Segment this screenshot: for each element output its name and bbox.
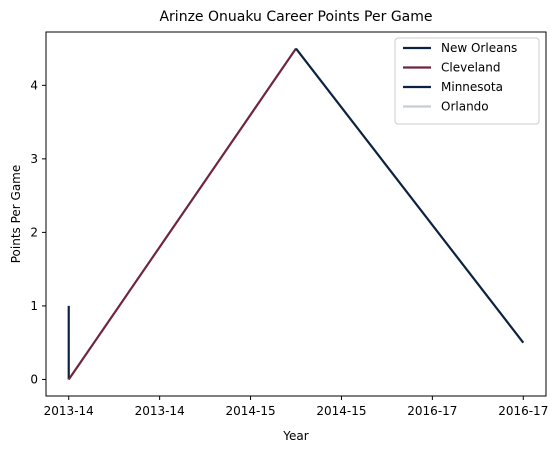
x-tick-label: 2013-14	[44, 404, 94, 418]
x-axis-label: Year	[282, 429, 308, 443]
y-tick-label: 4	[30, 78, 38, 92]
y-tick-label: 3	[30, 152, 38, 166]
y-tick-label: 0	[30, 372, 38, 386]
x-tick-label: 2016-17	[407, 404, 457, 418]
y-tick-label: 2	[30, 225, 38, 239]
series-line-1	[67, 47, 297, 381]
x-tick-label: 2013-14	[135, 404, 185, 418]
legend-label: Minnesota	[441, 80, 503, 94]
axes-frame	[45, 31, 547, 397]
y-axis-label: Points Per Game	[9, 165, 23, 264]
legend: New Orleans Cleveland Minnesota Orlando	[394, 37, 540, 125]
axis-ticks: 2013-14 2013-14 2014-15 2014-15 2016-17 2016-…	[30, 78, 548, 418]
x-tick-label: 2016-17	[498, 404, 548, 418]
legend-box	[394, 37, 540, 125]
legend-label: New Orleans	[441, 41, 517, 55]
legend-label: Orlando	[441, 100, 489, 114]
plot-area	[67, 47, 525, 381]
x-tick-label: 2014-15	[316, 404, 366, 418]
series-line-2	[295, 47, 525, 344]
legend-label: Cleveland	[441, 61, 501, 75]
chart-title: Arinze Onuaku Career Points Per Game	[159, 9, 432, 25]
x-tick-label: 2014-15	[225, 404, 275, 418]
y-tick-label: 1	[30, 299, 38, 313]
